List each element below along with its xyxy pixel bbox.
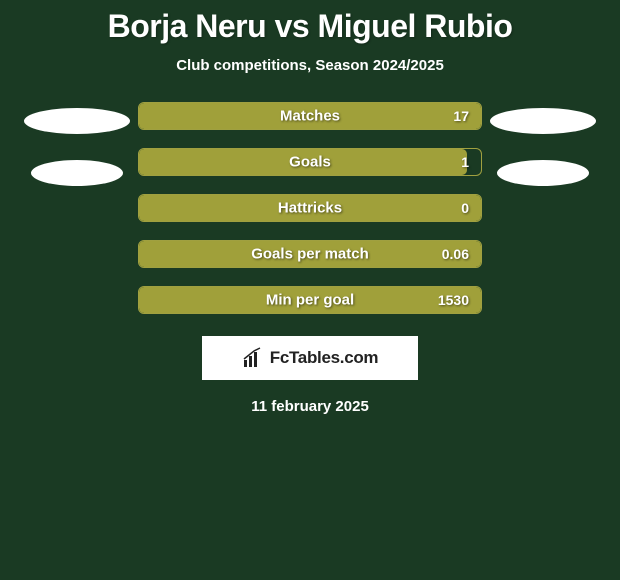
stat-value: 1 bbox=[461, 154, 469, 170]
stat-bar-4: Min per goal 1530 bbox=[138, 286, 482, 314]
stat-label: Goals bbox=[289, 154, 331, 171]
stat-value: 17 bbox=[453, 108, 469, 124]
brand-badge: FcTables.com bbox=[202, 336, 418, 380]
left-player-col bbox=[16, 102, 138, 186]
page-title: Borja Neru vs Miguel Rubio bbox=[0, 8, 620, 45]
stat-bars: Matches 17 Goals 1 Hattricks 0 Goals per match… bbox=[138, 102, 482, 314]
stat-label: Goals per match bbox=[251, 246, 369, 263]
stat-value: 0 bbox=[461, 200, 469, 216]
stat-bar-1: Goals 1 bbox=[138, 148, 482, 176]
subtitle: Club competitions, Season 2024/2025 bbox=[0, 57, 620, 74]
stat-label: Matches bbox=[280, 108, 340, 125]
brand-text: FcTables.com bbox=[270, 348, 379, 368]
stat-bar-0: Matches 17 bbox=[138, 102, 482, 130]
stat-value: 0.06 bbox=[442, 246, 469, 262]
stat-label: Min per goal bbox=[266, 292, 354, 309]
stats-wrapper: Matches 17 Goals 1 Hattricks 0 Goals per match… bbox=[0, 102, 620, 314]
stat-value: 1530 bbox=[438, 292, 469, 308]
right-ellipse-0 bbox=[490, 108, 596, 134]
date-text: 11 february 2025 bbox=[0, 398, 620, 415]
right-ellipse-1 bbox=[497, 160, 589, 186]
brand-chart-icon bbox=[242, 347, 264, 369]
right-player-col bbox=[482, 102, 604, 186]
left-ellipse-1 bbox=[31, 160, 123, 186]
stat-bar-2: Hattricks 0 bbox=[138, 194, 482, 222]
stat-label: Hattricks bbox=[278, 200, 342, 217]
stat-bar-3: Goals per match 0.06 bbox=[138, 240, 482, 268]
comparison-card: Borja Neru vs Miguel Rubio Club competit… bbox=[0, 0, 620, 415]
left-ellipse-0 bbox=[24, 108, 130, 134]
